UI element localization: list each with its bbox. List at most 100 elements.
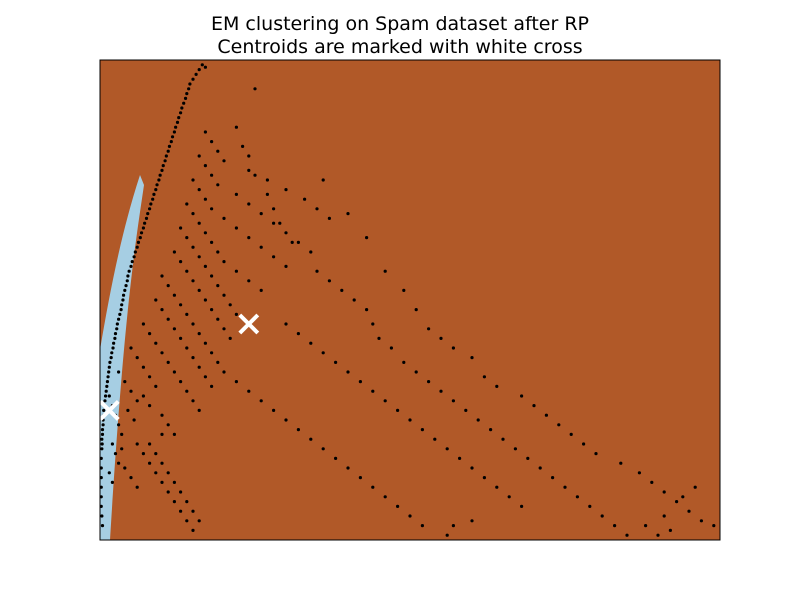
data-point [161,164,165,168]
data-point [135,485,139,489]
data-point [135,245,139,249]
data-point [125,279,129,283]
data-point [210,308,214,312]
centroid-cross [238,313,260,335]
data-point [179,226,183,230]
data-point [278,221,282,225]
data-point [365,236,369,240]
data-point [120,447,124,451]
data-point [172,500,176,504]
data-point [188,82,192,86]
data-point [588,504,592,508]
data-point [358,380,362,384]
data-point [247,279,251,283]
data-point [668,528,673,533]
data-point [118,312,122,316]
data-point [167,144,172,148]
data-point [141,365,145,369]
data-point [185,312,189,316]
data-point [141,452,145,456]
data-point [408,514,412,518]
data-point [470,356,474,360]
data-point [210,384,214,388]
data-point [166,360,170,364]
data-point [210,240,214,244]
data-point [135,399,139,403]
data-point [149,202,153,206]
data-point [105,380,110,384]
data-point [177,116,181,120]
data-point [334,360,338,364]
data-point [234,226,238,230]
data-point [197,408,201,412]
data-point [371,389,375,393]
data-point [172,432,176,436]
data-point [470,519,474,523]
data-point [191,322,195,326]
data-point [132,255,136,259]
data-point [160,432,164,436]
data-point [575,495,580,499]
data-point [420,428,424,432]
data-point [148,207,152,211]
data-point [135,356,139,360]
data-point [143,221,147,225]
data-point [216,250,220,254]
data-point [200,63,204,67]
data-point [625,533,629,537]
data-point [216,317,220,321]
data-point [154,471,158,475]
data-point [600,514,604,518]
data-point [346,212,350,216]
data-point [470,466,474,470]
data-point [185,92,189,96]
data-point [169,140,173,144]
data-point [164,154,168,158]
data-point [129,389,133,393]
data-point [216,360,220,364]
data-point [222,327,226,331]
data-point [117,370,121,374]
data-point [296,428,300,432]
data-point [210,140,214,144]
centroid-cross-stroke [98,399,120,421]
data-point [520,394,524,398]
data-point [433,437,437,441]
data-point [191,528,195,533]
data-point [148,442,152,446]
data-point [259,288,263,292]
data-point [340,288,344,292]
data-point [144,216,149,220]
data-point [154,298,158,302]
data-point [557,423,561,427]
data-point [172,480,176,484]
data-point [513,447,518,451]
data-point [160,461,164,465]
data-point [197,255,201,259]
data-point [563,485,567,489]
data-point [123,288,127,292]
data-point [327,279,331,283]
data-point [228,303,232,307]
data-point [259,399,263,403]
chart-title: EM clustering on Spam dataset after RP [210,13,589,35]
data-point [113,332,118,336]
data-point [185,269,189,273]
data-point [179,303,183,307]
data-point [315,207,319,211]
data-point [203,298,207,302]
data-point [191,77,195,81]
data-point [197,154,201,158]
data-point [315,269,319,273]
data-point [197,365,201,369]
data-point [124,284,128,288]
data-point [197,188,201,192]
data-point [427,380,431,384]
data-point [166,149,170,153]
data-point [148,332,152,336]
data-point [155,183,159,187]
data-point [427,327,431,331]
data-point [619,461,623,465]
data-point [203,197,207,201]
